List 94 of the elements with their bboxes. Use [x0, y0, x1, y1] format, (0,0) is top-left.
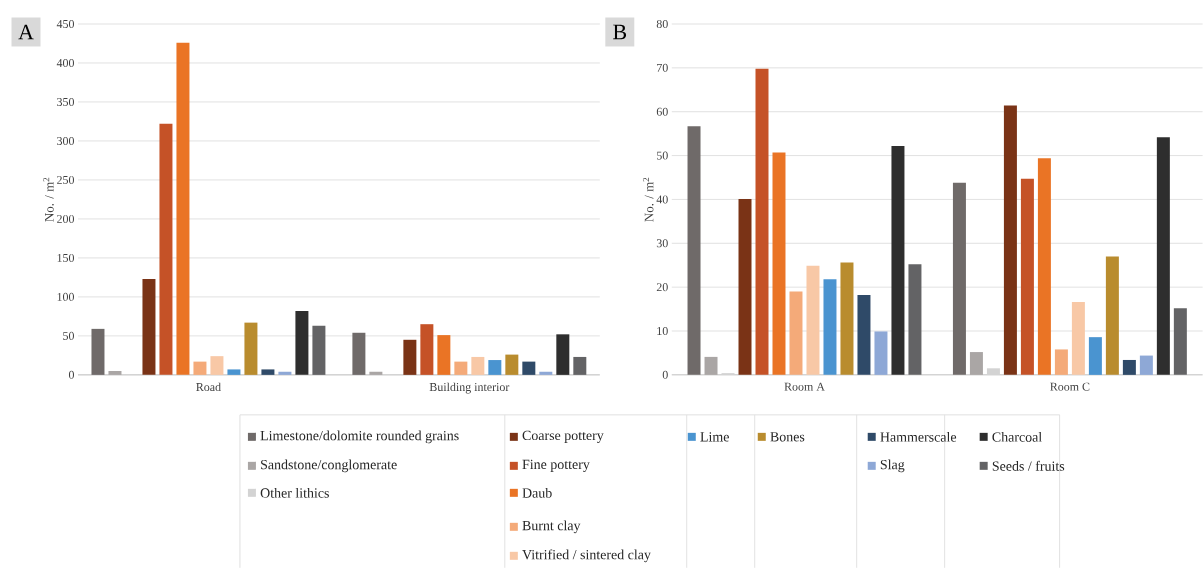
y-tick-label: 100 — [57, 292, 75, 301]
bar — [227, 369, 241, 375]
bar — [704, 356, 718, 375]
bar — [403, 339, 417, 375]
legend-label: Sandstone/conglomerate — [261, 459, 397, 473]
y-tick-label: 350 — [57, 97, 75, 106]
legend-label: Daub — [522, 487, 552, 498]
bar — [1088, 337, 1102, 375]
y-tick-label: 250 — [57, 175, 75, 184]
y-axis-title: No. / m$^{2}$ — [642, 177, 654, 222]
bar — [806, 265, 820, 375]
bar — [505, 354, 519, 375]
bar — [278, 371, 292, 375]
bar — [488, 359, 502, 375]
y-tick-label: 80 — [656, 19, 668, 28]
bar — [1071, 301, 1085, 375]
x-tick-label: Road — [196, 382, 221, 391]
bar — [471, 356, 485, 375]
legend-label: Vitrified / sintered clay — [522, 549, 651, 563]
bar — [369, 371, 383, 375]
bar — [556, 334, 570, 375]
legend-label: Fine pottery — [522, 459, 590, 472]
bar — [1173, 308, 1187, 375]
bar — [539, 371, 553, 375]
y-tick-label: 150 — [57, 253, 75, 262]
bar — [952, 182, 966, 375]
y-tick-label: 300 — [57, 136, 75, 145]
bar — [420, 324, 434, 375]
bar — [840, 262, 854, 375]
bar — [755, 68, 769, 375]
bar — [772, 152, 786, 375]
legend-label: Limestone/dolomite rounded grains — [260, 430, 459, 444]
y-tick-label: 200 — [57, 214, 75, 223]
bar — [823, 279, 837, 375]
bar — [454, 361, 468, 375]
y-tick-label: 60 — [656, 107, 668, 116]
chart-title: B — [613, 24, 627, 40]
y-tick-label: 20 — [656, 282, 668, 292]
x-tick-label: Room C — [1050, 382, 1090, 391]
bar — [176, 42, 190, 375]
bar — [295, 310, 309, 375]
bar — [91, 328, 105, 375]
x-tick-label: Building interior — [429, 382, 510, 394]
bar — [142, 278, 156, 375]
bar — [687, 126, 701, 375]
bar — [193, 361, 207, 375]
bar — [244, 322, 258, 375]
bar — [1122, 359, 1136, 375]
y-tick-label: 450 — [56, 19, 75, 28]
legend-label: Slag — [880, 459, 905, 473]
legend-label: Lime — [700, 432, 729, 442]
bar — [1139, 355, 1153, 375]
bar — [891, 145, 905, 375]
bar — [1054, 349, 1068, 375]
bar — [738, 198, 752, 375]
bar — [522, 361, 536, 375]
y-tick-label: 50 — [657, 151, 668, 160]
bar — [986, 368, 1000, 375]
bar — [210, 356, 224, 375]
legend-label: Charcoal — [992, 431, 1042, 442]
legend-label: Seeds / fruits — [992, 460, 1065, 471]
chart-title: A — [18, 24, 34, 40]
y-tick-label: 10 — [657, 326, 668, 335]
y-tick-label: 30 — [656, 239, 668, 248]
y-tick-label: 50 — [63, 331, 75, 340]
bar — [969, 351, 983, 375]
y-tick-label: 70 — [657, 63, 668, 72]
x-tick-label: Room A — [784, 382, 825, 391]
y-tick-label: 40 — [656, 195, 668, 204]
bar — [908, 264, 922, 375]
bar — [437, 334, 451, 375]
bar — [261, 369, 275, 375]
bar — [108, 370, 122, 375]
legend-label: Hammerscale — [880, 431, 957, 442]
legend-label: Other lithics — [260, 487, 329, 498]
bar — [1156, 137, 1170, 375]
bar — [573, 356, 587, 375]
bar — [1037, 158, 1051, 375]
y-tick-label: 400 — [56, 58, 75, 67]
bar — [1020, 178, 1034, 375]
y-axis-title: No. / m$^{2}$ — [43, 177, 54, 222]
bar — [312, 325, 326, 375]
legend-label: Burnt clay — [522, 520, 581, 534]
bar — [352, 332, 366, 375]
bar — [159, 123, 173, 375]
bar — [857, 294, 871, 375]
legend-label: Coarse pottery — [522, 430, 604, 443]
bar — [874, 331, 888, 375]
bar — [789, 291, 803, 375]
legend-label: Bones — [770, 432, 805, 442]
y-tick-label: 0 — [662, 370, 668, 379]
y-tick-label: 0 — [68, 370, 75, 379]
bar — [1105, 256, 1119, 375]
bar — [1003, 105, 1017, 375]
